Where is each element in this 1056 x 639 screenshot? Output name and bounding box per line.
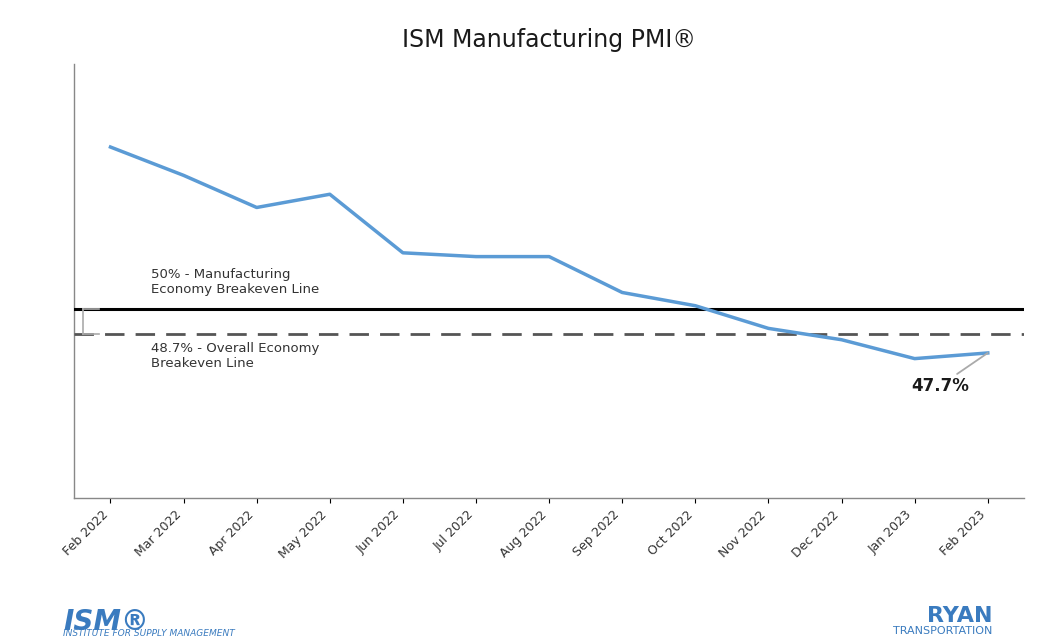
Text: INSTITUTE FOR SUPPLY MANAGEMENT: INSTITUTE FOR SUPPLY MANAGEMENT — [63, 629, 235, 638]
Text: RYAN: RYAN — [927, 606, 993, 626]
Text: 48.7% - Overall Economy
Breakeven Line: 48.7% - Overall Economy Breakeven Line — [151, 342, 319, 369]
Title: ISM Manufacturing PMI®: ISM Manufacturing PMI® — [402, 28, 696, 52]
Text: TRANSPORTATION: TRANSPORTATION — [893, 626, 993, 636]
Text: ISM®: ISM® — [63, 608, 149, 636]
Text: 47.7%: 47.7% — [911, 353, 987, 395]
Text: 50% - Manufacturing
Economy Breakeven Line: 50% - Manufacturing Economy Breakeven Li… — [151, 268, 319, 296]
